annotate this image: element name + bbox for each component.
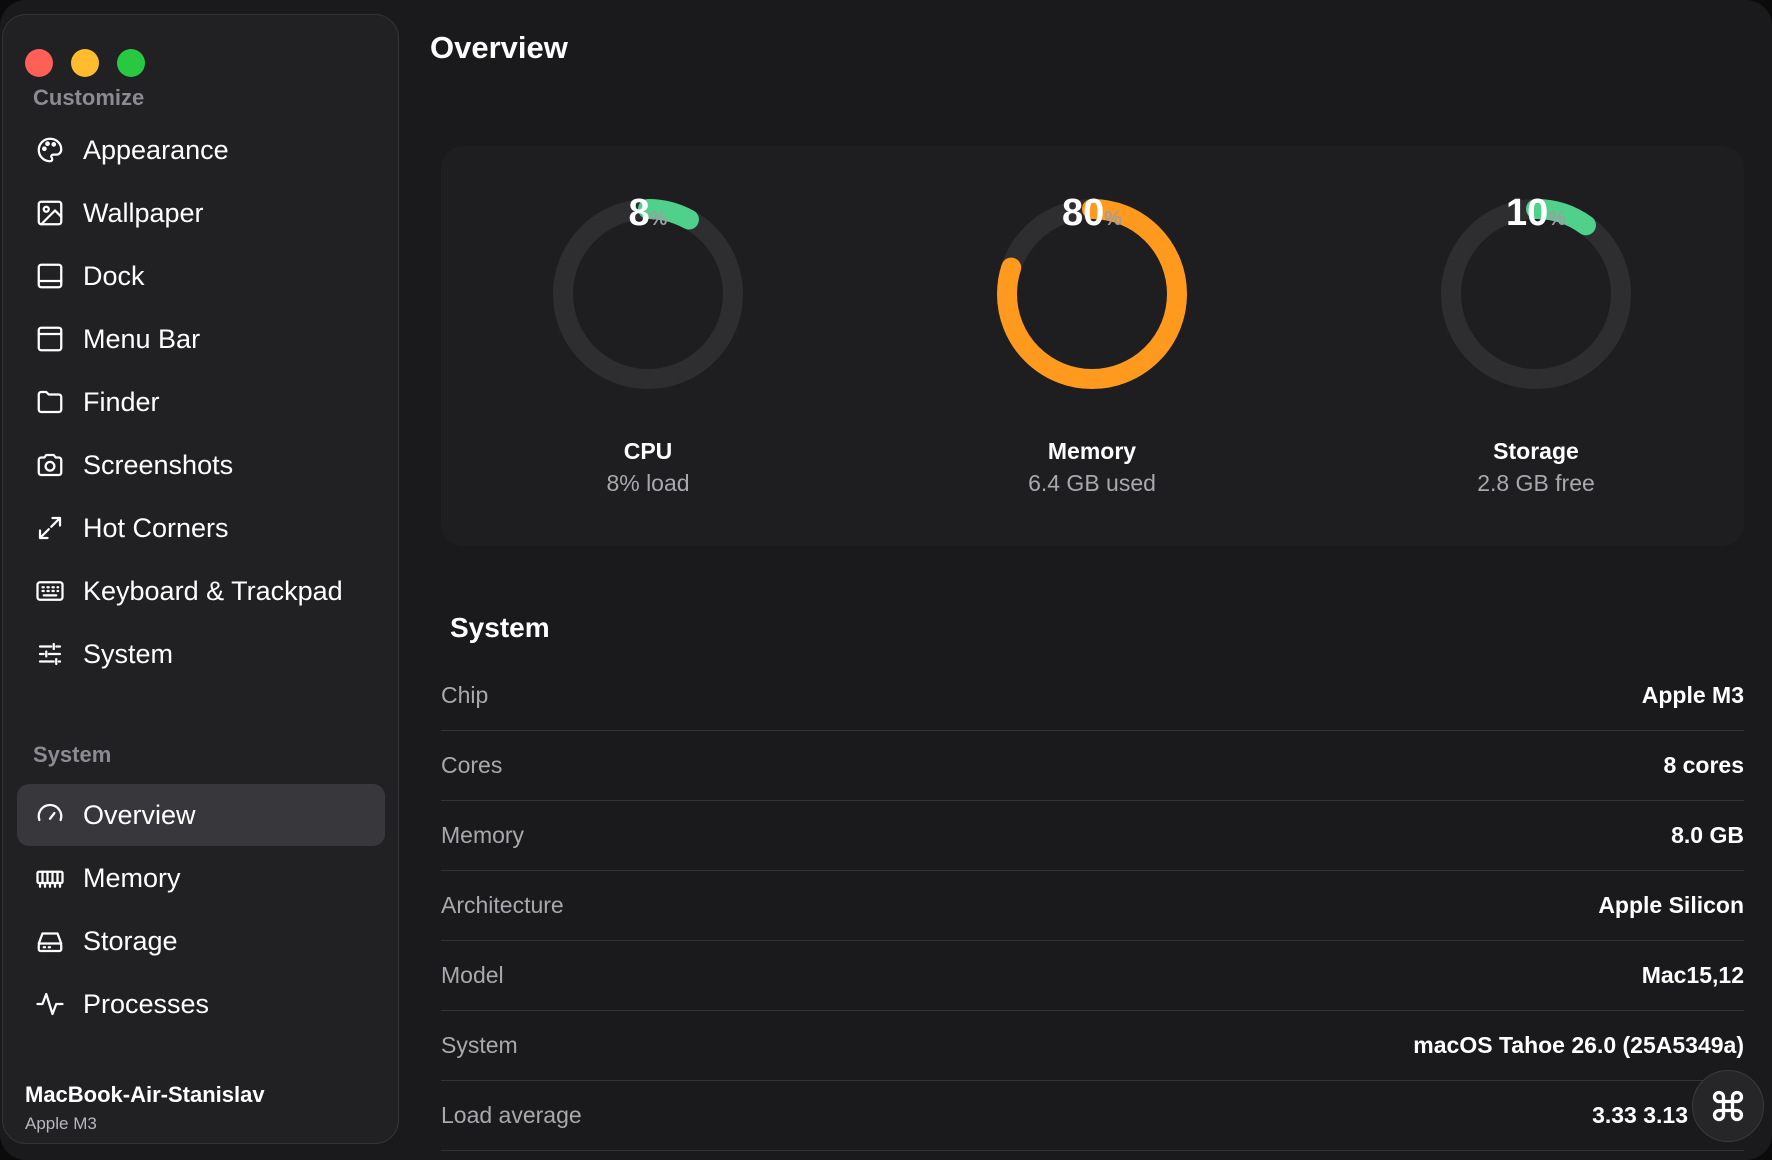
sidebar-item-label: Memory [83,862,181,893]
sidebar-item-label: Keyboard & Trackpad [83,575,343,606]
info-row-memory: Memory 8.0 GB [441,801,1744,871]
dock-icon [33,259,67,293]
system-info-list: Chip Apple M3 Cores 8 cores Memory 8.0 G… [441,661,1744,1151]
gauge-unit: % [1548,208,1567,230]
sidebar-item-system[interactable]: System [17,623,385,685]
info-value: macOS Tahoe 26.0 (25A5349a) [1413,1032,1744,1058]
info-row-system: System macOS Tahoe 26.0 (25A5349a) [441,1011,1744,1081]
info-key: Memory [441,822,525,848]
keyboard-icon [33,574,67,608]
sidebar-item-dock[interactable]: Dock [17,245,385,307]
gauge-arc [1441,199,1631,389]
expand-arrows-icon [33,511,67,545]
image-icon [33,196,67,230]
cpu-percent: 8% [528,192,768,235]
gauge-subtitle: 2.8 GB free [1477,470,1595,496]
sidebar-item-label: Overview [83,799,196,830]
gauge-arc [997,199,1187,389]
sidebar-item-overview[interactable]: Overview [17,784,385,846]
gauge-icon [33,798,67,832]
minimize-button[interactable] [71,49,99,77]
gauge-unit: % [1104,208,1123,230]
memory-icon [33,861,67,895]
sidebar-item-finder[interactable]: Finder [17,371,385,433]
camera-icon [33,448,67,482]
sidebar-item-label: Hot Corners [83,512,229,543]
command-icon [1712,1090,1744,1122]
gauge-unit: % [649,208,668,230]
info-key: Chip [441,682,489,708]
info-value: 8.0 GB [1671,822,1744,848]
close-button[interactable] [25,49,53,77]
menubar-icon [33,322,67,356]
sidebar-item-label: Finder [83,386,160,417]
gauge-title: Memory [1047,438,1137,464]
sidebar-item-label: System [83,638,174,669]
info-value: Apple Silicon [1598,892,1744,918]
sidebar-item-label: Storage [83,925,178,956]
info-key: Architecture [441,892,564,918]
device-chip: Apple M3 [25,1114,97,1133]
info-key: System [441,1032,518,1058]
cpu-gauge-ring [553,199,743,389]
gauge-title: CPU [623,438,673,464]
memory-percent: 80% [972,192,1212,235]
info-row-load-average: Load average 3.33 3.13 [441,1081,1744,1151]
sidebar-item-wallpaper[interactable]: Wallpaper [17,182,385,244]
page-title: Overview [430,30,568,65]
sidebar-item-label: Dock [83,260,145,291]
sidebar-item-storage[interactable]: Storage [17,910,385,972]
gauge-title: Storage [1493,438,1579,464]
sidebar-item-label: Menu Bar [83,323,201,354]
info-value: Apple M3 [1641,682,1744,708]
storage-percent: 10% [1416,192,1656,235]
info-row-chip: Chip Apple M3 [441,661,1744,731]
device-info: MacBook-Air-Stanislav Apple M3 [25,1082,265,1134]
info-key: Model [441,962,504,988]
info-row-architecture: Architecture Apple Silicon [441,871,1744,941]
traffic-lights [25,49,145,77]
info-value: 8 cores [1663,752,1744,778]
info-value: Mac15,12 [1641,962,1744,988]
gauge-value: 10 [1505,192,1549,234]
sidebar-item-label: Appearance [83,134,229,165]
info-row-cores: Cores 8 cores [441,731,1744,801]
usage-gauges-card: 8% CPU 8% load 80% Memory 6.4 GB used 10… [441,146,1744,546]
sidebar-item-label: Screenshots [83,449,234,480]
section-label-customize: Customize [33,85,145,110]
info-key: Cores [441,752,503,778]
info-row-model: Model Mac15,12 [441,941,1744,1011]
device-name: MacBook-Air-Stanislav [25,1082,265,1107]
command-floating-button[interactable] [1692,1070,1764,1142]
sidebar-item-memory[interactable]: Memory [17,847,385,909]
sidebar-item-hot-corners[interactable]: Hot Corners [17,497,385,559]
palette-icon [33,133,67,167]
info-value: 3.33 3.13 [1592,1102,1688,1128]
folder-icon [33,385,67,419]
sidebar-item-menu-bar[interactable]: Menu Bar [17,308,385,370]
sliders-icon [33,637,67,671]
zoom-button[interactable] [117,49,145,77]
drive-icon [33,924,67,958]
sidebar-item-processes[interactable]: Processes [17,973,385,1035]
sidebar-item-keyboard-trackpad[interactable]: Keyboard & Trackpad [17,560,385,622]
section-label-system: System [33,742,112,767]
storage-gauge-ring [1441,199,1631,389]
gauge-subtitle: 8% load [606,470,690,496]
memory-gauge-ring [997,199,1187,389]
gauge-value: 8 [628,192,650,234]
info-key: Load average [441,1102,582,1128]
sidebar: Customize Appearance Wallpaper Dock Menu… [2,14,399,1144]
sidebar-item-label: Wallpaper [83,197,204,228]
gauge-subtitle: 6.4 GB used [1028,470,1156,496]
sidebar-item-screenshots[interactable]: Screenshots [17,434,385,496]
gauge-arc [553,199,743,389]
sidebar-item-label: Processes [83,988,210,1019]
sidebar-item-appearance[interactable]: Appearance [17,119,385,181]
system-section-title: System [450,612,550,643]
gauge-value: 80 [1061,192,1105,234]
activity-icon [33,987,67,1021]
